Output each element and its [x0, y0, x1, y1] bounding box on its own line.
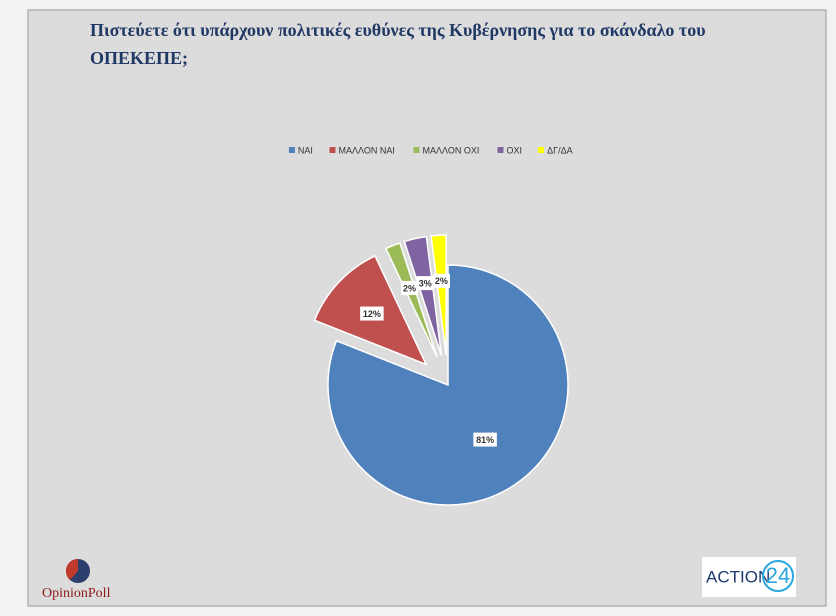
pollster-name: OpinionPoll: [42, 586, 111, 601]
value-label-box: [401, 280, 419, 295]
pie-slice: [327, 264, 569, 506]
channel-number: 24: [766, 563, 790, 588]
value-label-box: [473, 432, 497, 447]
value-label: 2%: [435, 276, 448, 286]
value-label: 12%: [363, 309, 381, 319]
legend-label: ΝΑΙ: [298, 145, 313, 155]
title-box: Πιστεύετε ότι υπάρχουν πολιτικές ευθύνες…: [90, 20, 706, 68]
pie: 81% 12% 2% 3% 2%: [313, 234, 569, 506]
legend-swatch: [497, 147, 504, 153]
channel-word: ACTION: [706, 567, 770, 586]
legend-swatch: [329, 147, 336, 153]
pie-slice: [430, 234, 447, 356]
channel-ring: [762, 560, 794, 592]
legend-label: ΜΑΛΛΟΝ ΟΧΙ: [423, 145, 480, 155]
pie-slice: [403, 235, 443, 356]
legend-label: ΔΓ/ΔΑ: [547, 145, 572, 155]
value-label: 81%: [476, 435, 494, 445]
legend-swatch: [538, 147, 545, 153]
value-label-box: [360, 306, 384, 321]
pollster-logo-part: [65, 558, 78, 580]
value-label: 3%: [419, 278, 432, 288]
value-label: 2%: [403, 283, 416, 293]
value-label-box: [416, 276, 434, 291]
legend-swatch: [413, 147, 420, 153]
legend: ΝΑΙ ΜΑΛΛΟΝ ΝΑΙ ΜΑΛΛΟΝ ΟΧΙ ΟΧΙ ΔΓ/ΔΑ: [288, 145, 573, 155]
chart-title: Πιστεύετε ότι υπάρχουν πολιτικές ευθύνες…: [90, 20, 706, 68]
pie-slice: [384, 242, 438, 358]
legend-swatch: [288, 147, 295, 153]
value-label-box: [432, 273, 450, 288]
legend-label: ΜΑΛΛΟΝ ΝΑΙ: [339, 145, 395, 155]
legend-label: ΟΧΙ: [507, 145, 523, 155]
